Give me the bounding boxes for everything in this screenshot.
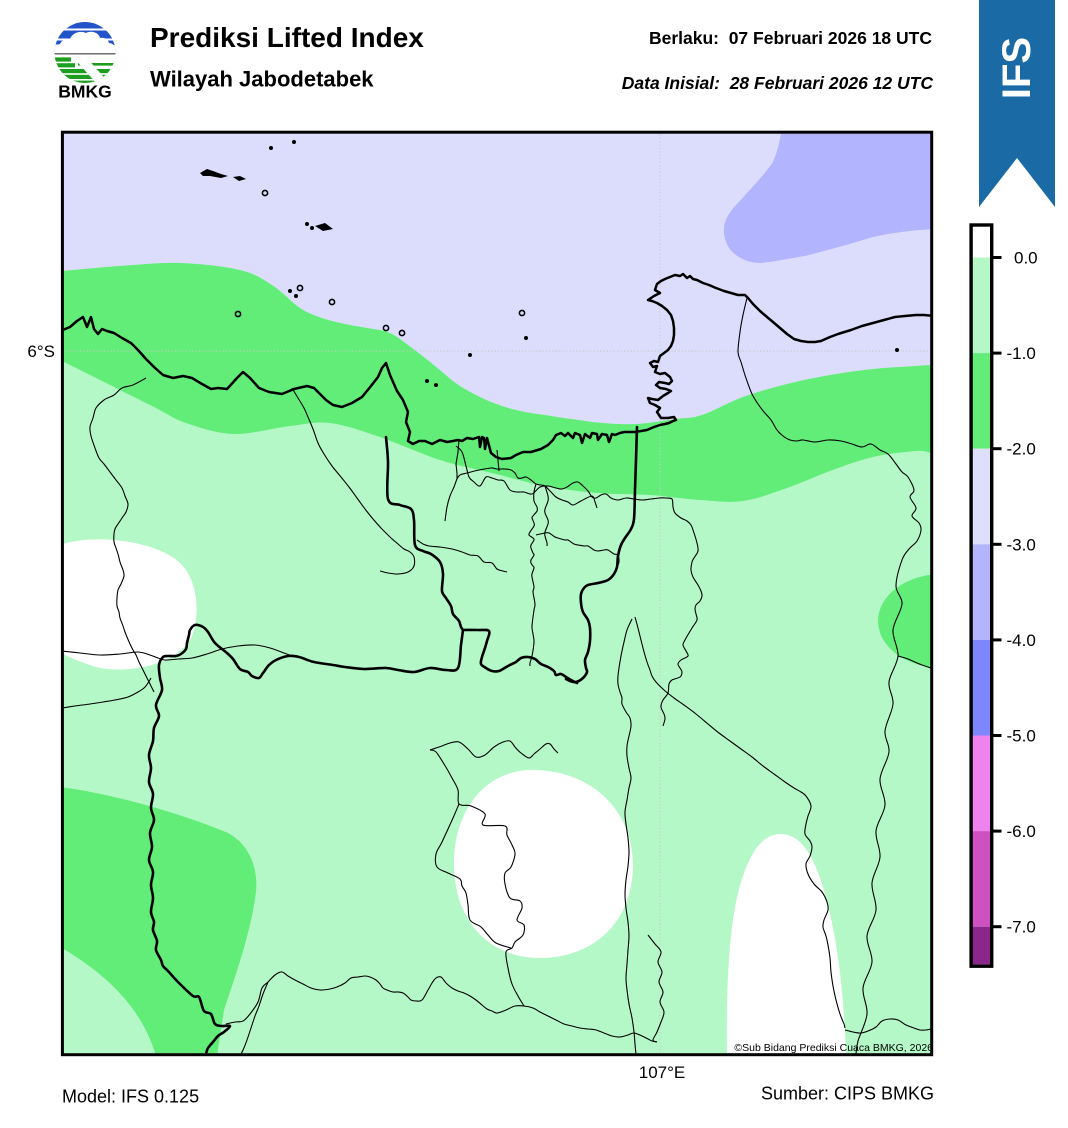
svg-text:Prediksi Lifted Index: Prediksi Lifted Index [150, 22, 424, 53]
svg-text:-7.0: -7.0 [1007, 918, 1036, 937]
svg-text:Berlaku: 07 Februari 2026 18: Berlaku: 07 Februari 2026 18 UTC [649, 28, 932, 48]
svg-text:Wilayah Jabodetabek: Wilayah Jabodetabek [150, 67, 374, 92]
svg-text:IFS: IFS [995, 37, 1039, 99]
svg-text:Data Inisial: 28 Februari 202: Data Inisial: 28 Februari 2026 12 UTC [622, 73, 934, 93]
svg-text:Model: IFS 0.125: Model: IFS 0.125 [62, 1087, 199, 1107]
svg-text:-2.0: -2.0 [1007, 440, 1036, 459]
svg-text:0.0: 0.0 [1014, 249, 1038, 268]
svg-text:BMKG: BMKG [58, 82, 111, 102]
svg-text:-4.0: -4.0 [1007, 631, 1036, 650]
svg-text:6°S: 6°S [27, 342, 55, 361]
svg-text:©Sub Bidang Prediksi Cuaca BMK: ©Sub Bidang Prediksi Cuaca BMKG, 2026 [734, 1042, 933, 1054]
svg-text:-5.0: -5.0 [1007, 727, 1036, 746]
svg-text:-6.0: -6.0 [1007, 822, 1036, 841]
svg-text:-3.0: -3.0 [1007, 535, 1036, 554]
svg-text:107°E: 107°E [639, 1063, 686, 1082]
svg-text:Sumber: CIPS BMKG: Sumber: CIPS BMKG [761, 1084, 934, 1104]
svg-text:-1.0: -1.0 [1007, 344, 1036, 363]
